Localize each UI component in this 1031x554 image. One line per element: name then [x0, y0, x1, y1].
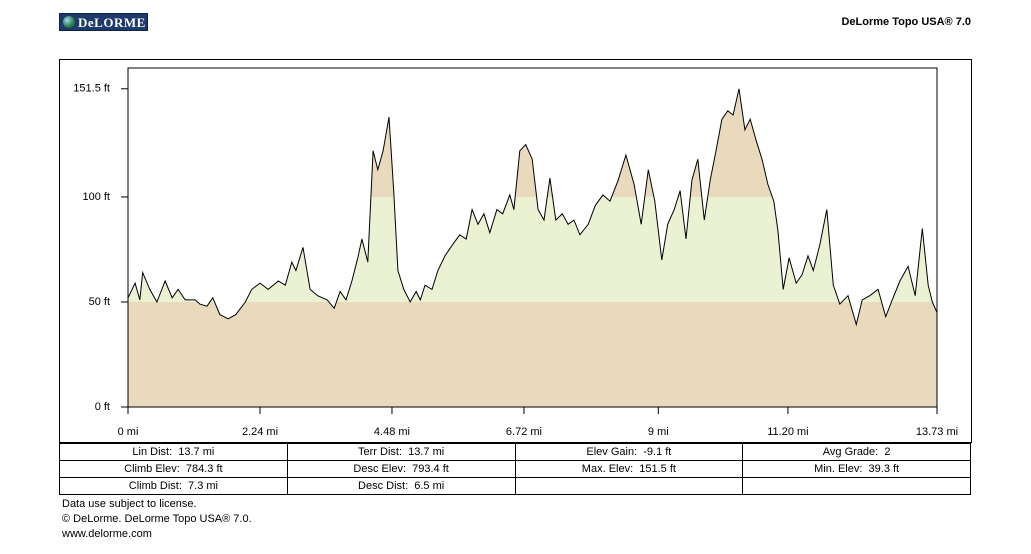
stats-cell: Terr Dist: 13.7 mi [286, 443, 516, 461]
stats-cell [742, 477, 971, 495]
elevation-band [128, 301, 937, 407]
stats-row: Lin Dist: 13.7 mi Terr Dist: 13.7 mi Elev … [59, 443, 971, 461]
logo-globe [63, 16, 75, 28]
stats-cell: Avg Grade: 2 [742, 443, 971, 461]
logo: DeLORME [59, 13, 148, 31]
stats-table: Lin Dist: 13.7 mi Terr Dist: 13.7 mi Elev … [59, 443, 971, 495]
area-fill [128, 88, 937, 407]
x-tick-label: 6.72 mi [506, 426, 542, 438]
plot-frame [127, 67, 938, 408]
chart-frame [59, 59, 972, 443]
stats-cell: Max. Elev: 151.5 ft [514, 460, 744, 478]
footer-line: Data use subject to license. [62, 498, 197, 510]
x-tick-label: 9 mi [648, 426, 669, 438]
logo-text: DeLORME [78, 15, 146, 30]
stats-row: Climb Dist: 7.3 mi Desc Dist: 6.5 mi [59, 477, 971, 495]
y-tick-label: 151.5 ft [73, 83, 110, 95]
footer-line: © DeLorme. DeLorme Topo USA® 7.0. [62, 513, 252, 525]
elevation-line [127, 88, 938, 327]
stats-cell: Climb Dist: 7.3 mi [59, 477, 288, 495]
stats-cell: Climb Elev: 784.3 ft [59, 460, 288, 478]
stats-cell: Elev Gain: -9.1 ft [514, 443, 744, 461]
x-tick-label: 13.73 mi [916, 426, 958, 438]
stats-row: Climb Elev: 784.3 ft Desc Elev: 793.4 ft M… [59, 460, 971, 478]
y-tick-label: 0 ft [95, 401, 110, 413]
x-tick-label: 0 mi [118, 426, 139, 438]
y-tick-label: 100 ft [82, 191, 110, 203]
elevation-band [128, 196, 937, 302]
stats-cell [514, 477, 744, 495]
footer-line: www.delorme.com [62, 528, 152, 540]
stats-cell: Desc Dist: 6.5 mi [286, 477, 516, 495]
y-tick-label: 50 ft [89, 296, 110, 308]
product-name: DeLorme Topo USA® 7.0 [841, 16, 971, 28]
elevation-band [128, 88, 937, 197]
footer: Data use subject to license. © DeLorme. D… [62, 497, 252, 542]
stats-cell: Min. Elev: 39.3 ft [742, 460, 971, 478]
x-tick-label: 11.20 mi [767, 426, 808, 438]
stats-cell: Desc Elev: 793.4 ft [286, 460, 516, 478]
x-tick-label: 4.48 mi [374, 426, 410, 438]
x-tick-label: 2.24 mi [242, 426, 278, 438]
stats-cell: Lin Dist: 13.7 mi [59, 443, 288, 461]
chart: 0 ft 50 ft 100 ft 151.5 ft 0 mi 2.24 mi 4.48 m… [59, 59, 972, 443]
